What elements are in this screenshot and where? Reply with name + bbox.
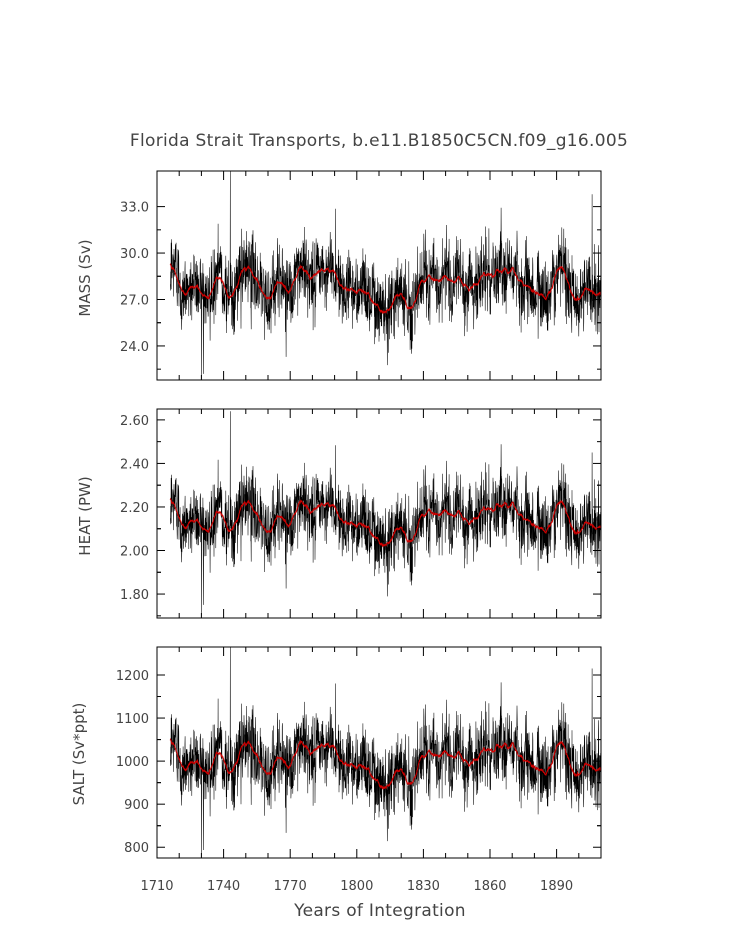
monthly-series-line xyxy=(170,411,602,616)
chart-title: Florida Strait Transports, b.e11.B1850C5… xyxy=(130,131,628,151)
y-tick-label: 1000 xyxy=(116,755,149,770)
panel-frame xyxy=(156,646,602,859)
y-tick-label: 2.00 xyxy=(120,545,149,560)
salt-y-axis-label: SALT (Sv*ppt) xyxy=(70,703,88,806)
smoothed-series-line xyxy=(169,497,602,548)
x-tick-label: 1860 xyxy=(473,879,506,894)
salt-panel: 800 900 1000 1100 1200 xyxy=(116,646,602,859)
heat-y-axis-label: HEAT (PW) xyxy=(76,476,94,555)
mass-y-axis-label: MASS (Sv) xyxy=(76,239,94,316)
y-tick-label: 27.0 xyxy=(120,293,149,308)
x-tick-labels: 1710 1740 1770 1800 1830 1860 1890 xyxy=(140,879,573,894)
mass-panel: 24.0 27.0 30.0 33.0 xyxy=(120,170,602,381)
y-tick-label: 2.40 xyxy=(120,457,149,472)
y-tick-label: 2.60 xyxy=(120,414,149,429)
y-tick-label: 1100 xyxy=(116,712,149,727)
y-tick-label: 24.0 xyxy=(120,340,149,355)
monthly-series-line xyxy=(170,170,602,379)
x-tick-label: 1830 xyxy=(407,879,440,894)
heat-panel: 1.80 2.00 2.20 2.40 2.60 xyxy=(120,408,602,619)
monthly-series-line xyxy=(170,646,602,857)
smoothed-series-line xyxy=(169,738,602,790)
x-tick-label: 1710 xyxy=(140,879,173,894)
y-tick-label: 900 xyxy=(124,798,149,813)
x-tick-label: 1800 xyxy=(340,879,373,894)
y-tick-label: 1200 xyxy=(116,669,149,684)
panel-frame xyxy=(156,170,602,381)
x-tick-label: 1740 xyxy=(207,879,240,894)
x-tick-label: 1890 xyxy=(540,879,573,894)
y-tick-label: 1.80 xyxy=(120,588,149,603)
y-tick-label: 30.0 xyxy=(120,247,149,262)
smoothed-series-line xyxy=(169,262,602,315)
y-tick-label: 33.0 xyxy=(120,201,149,216)
x-tick-label: 1770 xyxy=(274,879,307,894)
y-tick-label: 2.20 xyxy=(120,501,149,516)
panel-frame xyxy=(156,408,602,619)
y-tick-label: 800 xyxy=(124,841,149,856)
x-axis-label: Years of Integration xyxy=(293,901,466,921)
